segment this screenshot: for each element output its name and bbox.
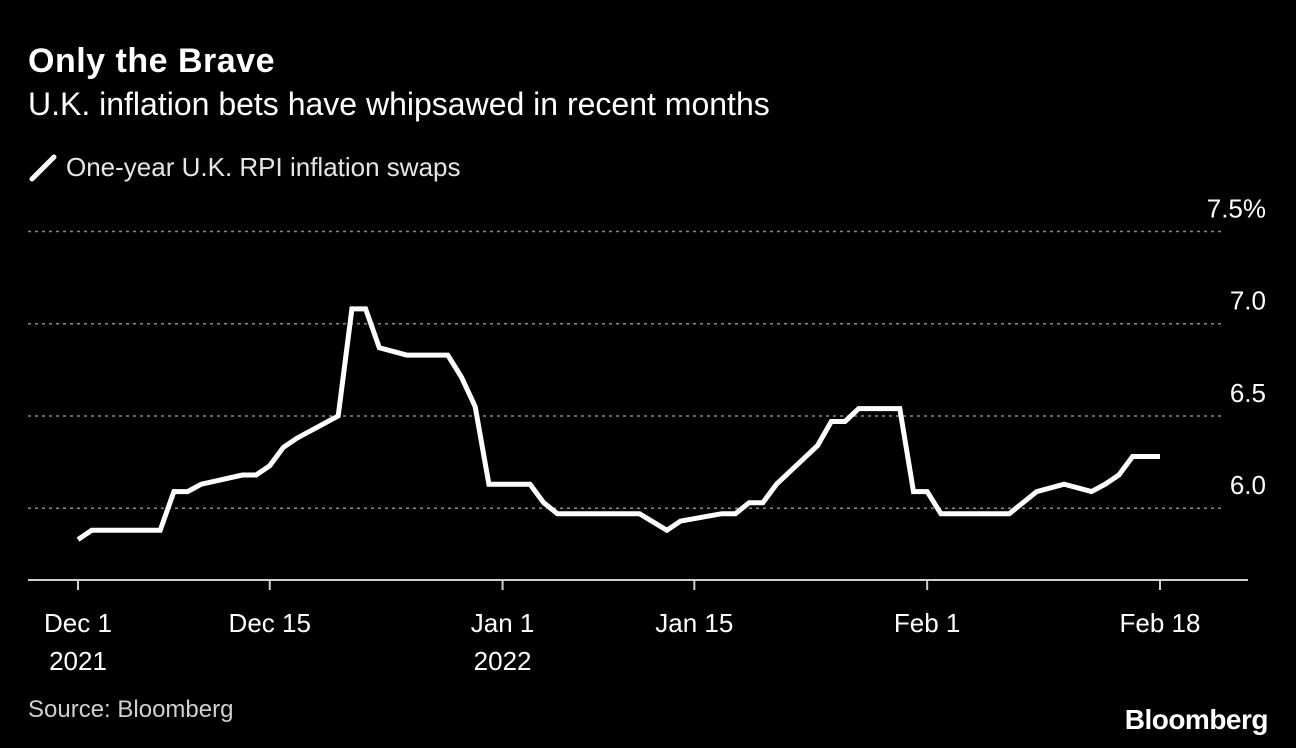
x-tick-label: Dec 1 bbox=[44, 608, 112, 638]
x-tick-label: Feb 1 bbox=[894, 608, 961, 638]
chart-subtitle: U.K. inflation bets have whipsawed in re… bbox=[28, 86, 770, 122]
x-tick-label: Feb 18 bbox=[1120, 608, 1201, 638]
y-tick-label: 7.0 bbox=[1230, 286, 1266, 316]
y-tick-label: 6.0 bbox=[1230, 470, 1266, 500]
y-tick-label: 7.5% bbox=[1207, 193, 1266, 223]
source-note: Source: Bloomberg bbox=[28, 696, 234, 723]
x-tick-label: 2021 bbox=[49, 646, 107, 676]
chart-title: Only the Brave bbox=[28, 42, 275, 80]
line-swatch-icon bbox=[29, 154, 57, 181]
x-tick-label: Jan 1 bbox=[471, 608, 535, 638]
x-tick-label: 2022 bbox=[474, 646, 532, 676]
legend: One-year U.K. RPI inflation swaps bbox=[28, 152, 461, 183]
x-tick-label: Dec 15 bbox=[229, 608, 311, 638]
x-tick-label: Jan 15 bbox=[655, 608, 733, 638]
series-line bbox=[76, 306, 1160, 542]
y-tick-label: 6.5 bbox=[1230, 378, 1266, 408]
bloomberg-logo: Bloomberg bbox=[1124, 704, 1269, 735]
legend-label: One-year U.K. RPI inflation swaps bbox=[66, 152, 461, 182]
